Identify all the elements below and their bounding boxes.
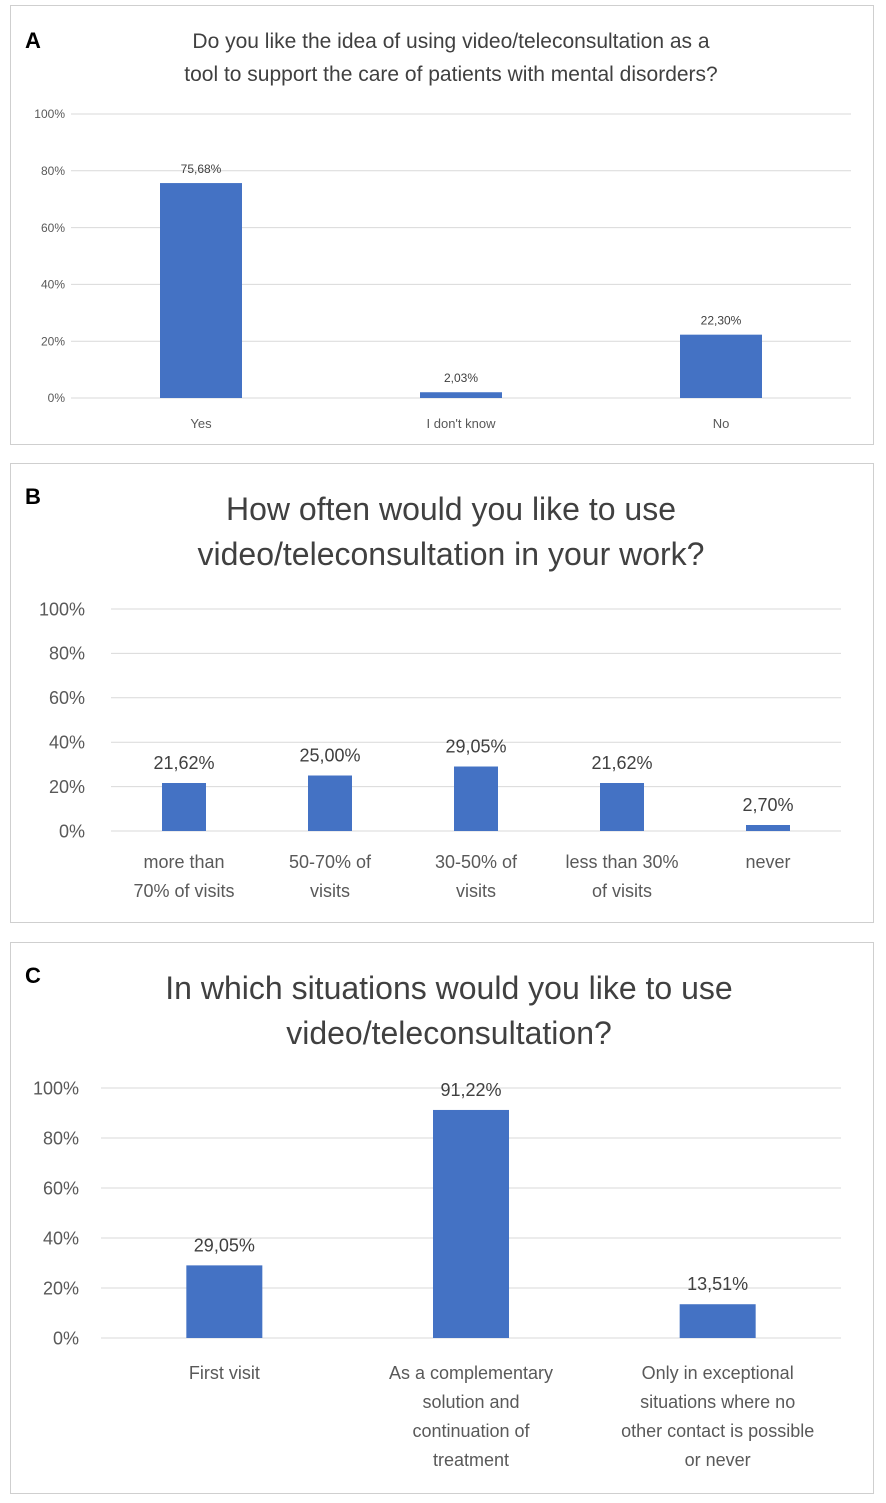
bar (308, 775, 352, 831)
category-label: situations where no (640, 1392, 795, 1412)
bar (679, 1304, 756, 1338)
category-label: First visit (189, 1363, 260, 1383)
bar (454, 766, 498, 831)
bar (680, 334, 762, 398)
panel-a: A Do you like the idea of using video/te… (10, 5, 874, 445)
bar (186, 1265, 263, 1338)
data-label: 22,30% (701, 314, 742, 328)
y-tick-label: 100% (34, 107, 65, 121)
bar (162, 783, 206, 831)
y-tick-label: 80% (49, 644, 85, 664)
category-label: treatment (433, 1450, 509, 1470)
y-tick-label: 20% (49, 777, 85, 797)
y-tick-label: 40% (43, 1228, 79, 1248)
chart-title-line: How often would you like to use (226, 491, 676, 527)
category-label: Yes (190, 416, 212, 431)
category-label: 70% of visits (133, 881, 234, 901)
chart-c: In which situations would you like to us… (33, 970, 841, 1470)
y-tick-label: 20% (43, 1278, 79, 1298)
panel-b-letter: B (25, 484, 41, 509)
data-label: 91,22% (440, 1080, 501, 1100)
category-label: of visits (592, 881, 652, 901)
chart-a: Do you like the idea of using video/tele… (34, 30, 851, 431)
data-label: 21,62% (591, 753, 652, 773)
bar (600, 783, 644, 831)
chart-title-line: Do you like the idea of using video/tele… (192, 30, 709, 53)
data-label: 25,00% (299, 746, 360, 766)
panel-c-letter: C (25, 963, 41, 988)
category-label: solution and (422, 1392, 519, 1412)
y-tick-label: 80% (41, 164, 65, 178)
y-tick-label: 80% (43, 1128, 79, 1148)
category-label: less than 30% (565, 852, 678, 872)
y-tick-label: 100% (33, 1078, 79, 1098)
bar (746, 825, 790, 831)
category-label: I don't know (427, 416, 497, 431)
y-tick-label: 0% (59, 821, 85, 841)
y-tick-label: 60% (49, 688, 85, 708)
chart-title-line: video/teleconsultation? (286, 1015, 612, 1051)
y-tick-label: 0% (48, 391, 66, 405)
data-label: 29,05% (194, 1235, 255, 1255)
category-label: continuation of (412, 1421, 530, 1441)
category-label: visits (310, 881, 350, 901)
category-label: never (745, 852, 790, 872)
y-tick-label: 60% (41, 221, 65, 235)
y-tick-label: 0% (53, 1328, 79, 1348)
bar (160, 183, 242, 398)
y-tick-label: 100% (39, 599, 85, 619)
chart-title-line: In which situations would you like to us… (165, 970, 732, 1006)
bar (420, 392, 502, 398)
chart-title-line: tool to support the care of patients wit… (184, 63, 717, 86)
y-tick-label: 40% (49, 733, 85, 753)
category-label: other contact is possible (621, 1421, 814, 1441)
bar (433, 1109, 509, 1338)
y-tick-label: 40% (41, 278, 65, 292)
data-label: 13,51% (687, 1274, 748, 1294)
category-label: or never (685, 1450, 751, 1470)
category-label: Only in exceptional (642, 1363, 794, 1383)
category-label: more than (143, 852, 224, 872)
category-label: 50-70% of (289, 852, 372, 872)
data-label: 2,70% (742, 795, 793, 815)
chart-b: How often would you like to use video/tel… (39, 491, 841, 901)
category-label: As a complementary (389, 1363, 553, 1383)
chart-title-line: video/teleconsultation in your work? (198, 536, 705, 572)
panel-b: B How often would you like to use video/t… (10, 463, 874, 923)
panel-a-letter: A (25, 28, 41, 53)
data-label: 75,68% (181, 162, 222, 176)
category-label: visits (456, 881, 496, 901)
data-label: 21,62% (153, 753, 214, 773)
y-tick-label: 60% (43, 1178, 79, 1198)
panel-c: C In which situations would you like to … (10, 942, 874, 1494)
y-tick-label: 20% (41, 334, 65, 348)
category-label: No (713, 416, 730, 431)
category-label: 30-50% of (435, 852, 518, 872)
data-label: 2,03% (444, 371, 478, 385)
data-label: 29,05% (445, 737, 506, 757)
